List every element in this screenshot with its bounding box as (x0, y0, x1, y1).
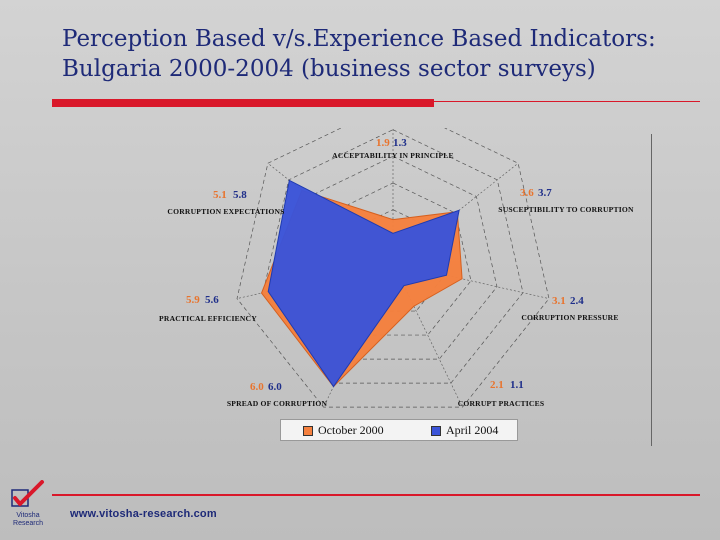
legend-label-october-2000: October 2000 (318, 423, 384, 437)
value-label-april-2004: 1.3 (393, 137, 407, 149)
chart-legend: October 2000 April 2004 (280, 419, 518, 441)
legend-swatch-april-2004 (431, 425, 441, 436)
value-label-april-2004: 5.6 (205, 294, 219, 306)
title-line-2: Bulgaria 2000-2004 (business sector surv… (62, 56, 596, 82)
footer-accent-line (52, 494, 700, 496)
axis-label: SUSCEPTIBILITY TO CORRUPTION (498, 205, 634, 214)
legend-swatch-october-2000 (303, 425, 313, 436)
chart-border-line (651, 134, 652, 446)
slide-title: Perception Based v/s.Experience Based In… (62, 24, 702, 84)
value-label-october-2000: 2.1 (490, 379, 504, 391)
grid-ring (262, 129, 524, 384)
axis-label: PRACTICAL EFFICIENCY (159, 314, 257, 323)
footer-url: www.vitosha-research.com (70, 508, 217, 520)
value-label-october-2000: 3.6 (520, 187, 534, 199)
axis-label: CORRUPTION EXPECTATIONS (167, 207, 284, 216)
logo-text-line-1: Vitosha (16, 512, 40, 519)
value-label-october-2000: 1.9 (376, 137, 390, 149)
legend-label-april-2004: April 2004 (446, 423, 499, 437)
axis-label: CORRUPT PRACTICES (458, 399, 545, 408)
legend-item-april-2004: April 2004 (431, 423, 498, 438)
title-accent-bar (52, 99, 434, 107)
axis-label: SPREAD OF CORRUPTION (227, 399, 328, 408)
series-area-april-2004 (267, 179, 460, 388)
grid-spoke (392, 262, 463, 408)
value-label-april-2004: 2.4 (570, 295, 584, 307)
vitosha-logo-icon (11, 480, 44, 507)
value-label-october-2000: 3.1 (552, 295, 566, 307)
radar-chart: ACCEPTABILITY IN PRINCIPLE 1.9 1.3 SUSCEPTI… (159, 128, 634, 408)
value-label-april-2004: 3.7 (538, 187, 552, 199)
logo-text: Vitosha Research (6, 512, 50, 528)
value-label-october-2000: 6.0 (250, 381, 264, 393)
legend-item-october-2000: October 2000 (303, 423, 384, 438)
value-label-april-2004: 1.1 (510, 379, 524, 391)
grid-spoke (392, 262, 550, 299)
axis-label: CORRUPTION PRESSURE (521, 313, 618, 322)
value-label-october-2000: 5.9 (186, 294, 200, 306)
axis-label: ACCEPTABILITY IN PRINCIPLE (332, 151, 454, 160)
value-label-october-2000: 5.1 (213, 189, 227, 201)
value-label-april-2004: 6.0 (268, 381, 282, 393)
title-accent-line (434, 101, 700, 102)
grid-ring (236, 128, 550, 408)
logo-text-line-2: Research (13, 520, 43, 527)
value-label-april-2004: 5.8 (233, 189, 247, 201)
title-line-1: Perception Based v/s.Experience Based In… (62, 26, 656, 52)
